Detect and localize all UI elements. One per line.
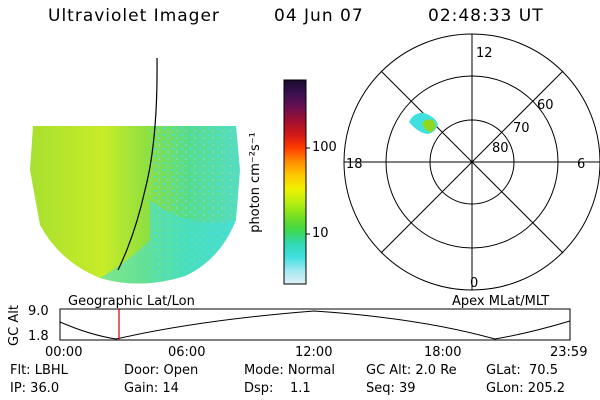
status-glon: GLon: 205.2 xyxy=(486,381,566,396)
x-tick-3: 18:00 xyxy=(424,345,462,360)
status-mode: Mode: Normal xyxy=(244,363,335,378)
app-title: Ultraviolet Imager xyxy=(48,6,220,26)
polar-label-left: 18 xyxy=(346,157,363,172)
colorbar-tick-100: 100 xyxy=(312,140,337,155)
ring-label-60: 60 xyxy=(537,98,554,113)
status-seq: Seq: 39 xyxy=(366,381,416,396)
x-tick-1: 06:00 xyxy=(168,345,206,360)
status-glat: GLat: 70.5 xyxy=(486,363,558,378)
timeline-y-top: 9.0 xyxy=(28,304,49,319)
status-dsp: Dsp: 1.1 xyxy=(244,381,311,396)
status-gain: Gain: 14 xyxy=(124,381,179,396)
polar-label-right: 6 xyxy=(577,157,586,172)
time-label: 02:48:33 UT xyxy=(428,6,544,26)
polar-label-bottom: 0 xyxy=(470,276,479,291)
altitude-curve xyxy=(59,310,571,340)
x-tick-4: 23:59 xyxy=(550,345,588,360)
date-label: 04 Jun 07 xyxy=(274,6,364,26)
timeline-left-label: Geographic Lat/Lon xyxy=(68,294,195,309)
status-gcalt: GC Alt: 2.0 Re xyxy=(366,363,457,378)
colorbar-tick-10: 10 xyxy=(312,226,329,241)
x-tick-0: 00:00 xyxy=(45,345,83,360)
ring-label-80: 80 xyxy=(492,141,509,156)
terminator-line xyxy=(117,57,158,271)
x-tick-2: 12:00 xyxy=(295,345,333,360)
status-ip: IP: 36.0 xyxy=(10,381,60,396)
timeline-y-bottom: 1.8 xyxy=(28,329,49,344)
ring-label-70: 70 xyxy=(513,121,530,136)
polar-label-top: 12 xyxy=(476,46,493,61)
status-flt: Flt: LBHL xyxy=(10,363,68,378)
status-door: Door: Open xyxy=(124,363,199,378)
timeline-right-label: Apex MLat/MLT xyxy=(452,294,550,309)
